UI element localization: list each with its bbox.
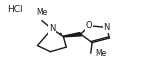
- Text: O: O: [86, 21, 93, 30]
- Text: N: N: [103, 23, 110, 32]
- Polygon shape: [63, 33, 81, 37]
- Text: N: N: [49, 24, 55, 33]
- Text: Me: Me: [95, 49, 106, 58]
- Text: Me: Me: [36, 9, 47, 17]
- Text: ◆: ◆: [59, 33, 62, 37]
- Text: HCl: HCl: [7, 5, 23, 14]
